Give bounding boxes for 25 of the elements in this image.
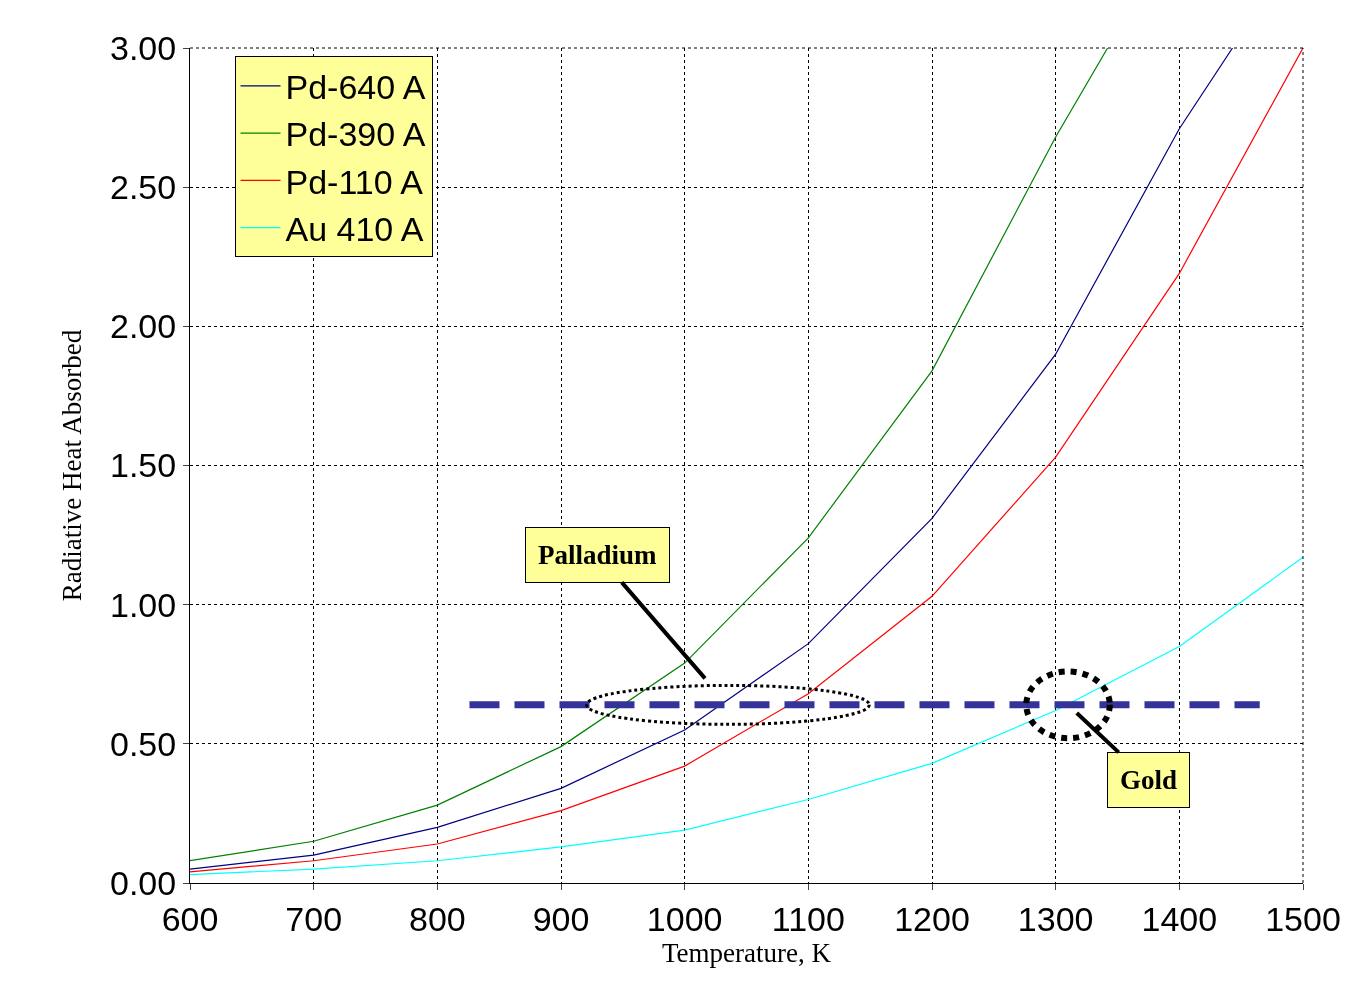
y-tick-label: 3.00 bbox=[110, 28, 177, 67]
x-tick-label: 1000 bbox=[646, 899, 723, 938]
y-tick-label: 1.00 bbox=[110, 585, 177, 624]
x-tick-label: 1200 bbox=[894, 899, 970, 938]
legend-label: Pd-390 A bbox=[285, 115, 426, 154]
x-tick-label: 700 bbox=[285, 899, 343, 938]
x-tick-label: 1400 bbox=[1141, 899, 1218, 938]
x-tick-label: 1300 bbox=[1017, 899, 1094, 938]
y-tick-label: 0.00 bbox=[110, 863, 177, 902]
y-tick-label: 2.50 bbox=[110, 168, 177, 207]
legend-label: Pd-110 A bbox=[285, 162, 424, 201]
x-tick-label: 900 bbox=[532, 899, 590, 938]
x-tick-label: 600 bbox=[161, 899, 219, 938]
x-tick-label: 1100 bbox=[771, 899, 845, 938]
x-tick-label: 1500 bbox=[1265, 899, 1341, 938]
y-tick-label: 1.50 bbox=[110, 446, 177, 485]
legend-label: Pd-640 A bbox=[285, 68, 426, 107]
legend-label: Au 410 A bbox=[285, 209, 424, 248]
annotation: Gold bbox=[1120, 765, 1178, 795]
y-tick-label: 2.00 bbox=[110, 307, 177, 346]
x-axis-title: Temperature, K bbox=[661, 938, 832, 969]
y-axis-title: Radiative Heat Absorbed bbox=[57, 329, 88, 602]
y-tick-label: 0.50 bbox=[110, 724, 177, 763]
annotation: Palladium bbox=[538, 540, 658, 570]
x-tick-label: 800 bbox=[408, 899, 466, 938]
